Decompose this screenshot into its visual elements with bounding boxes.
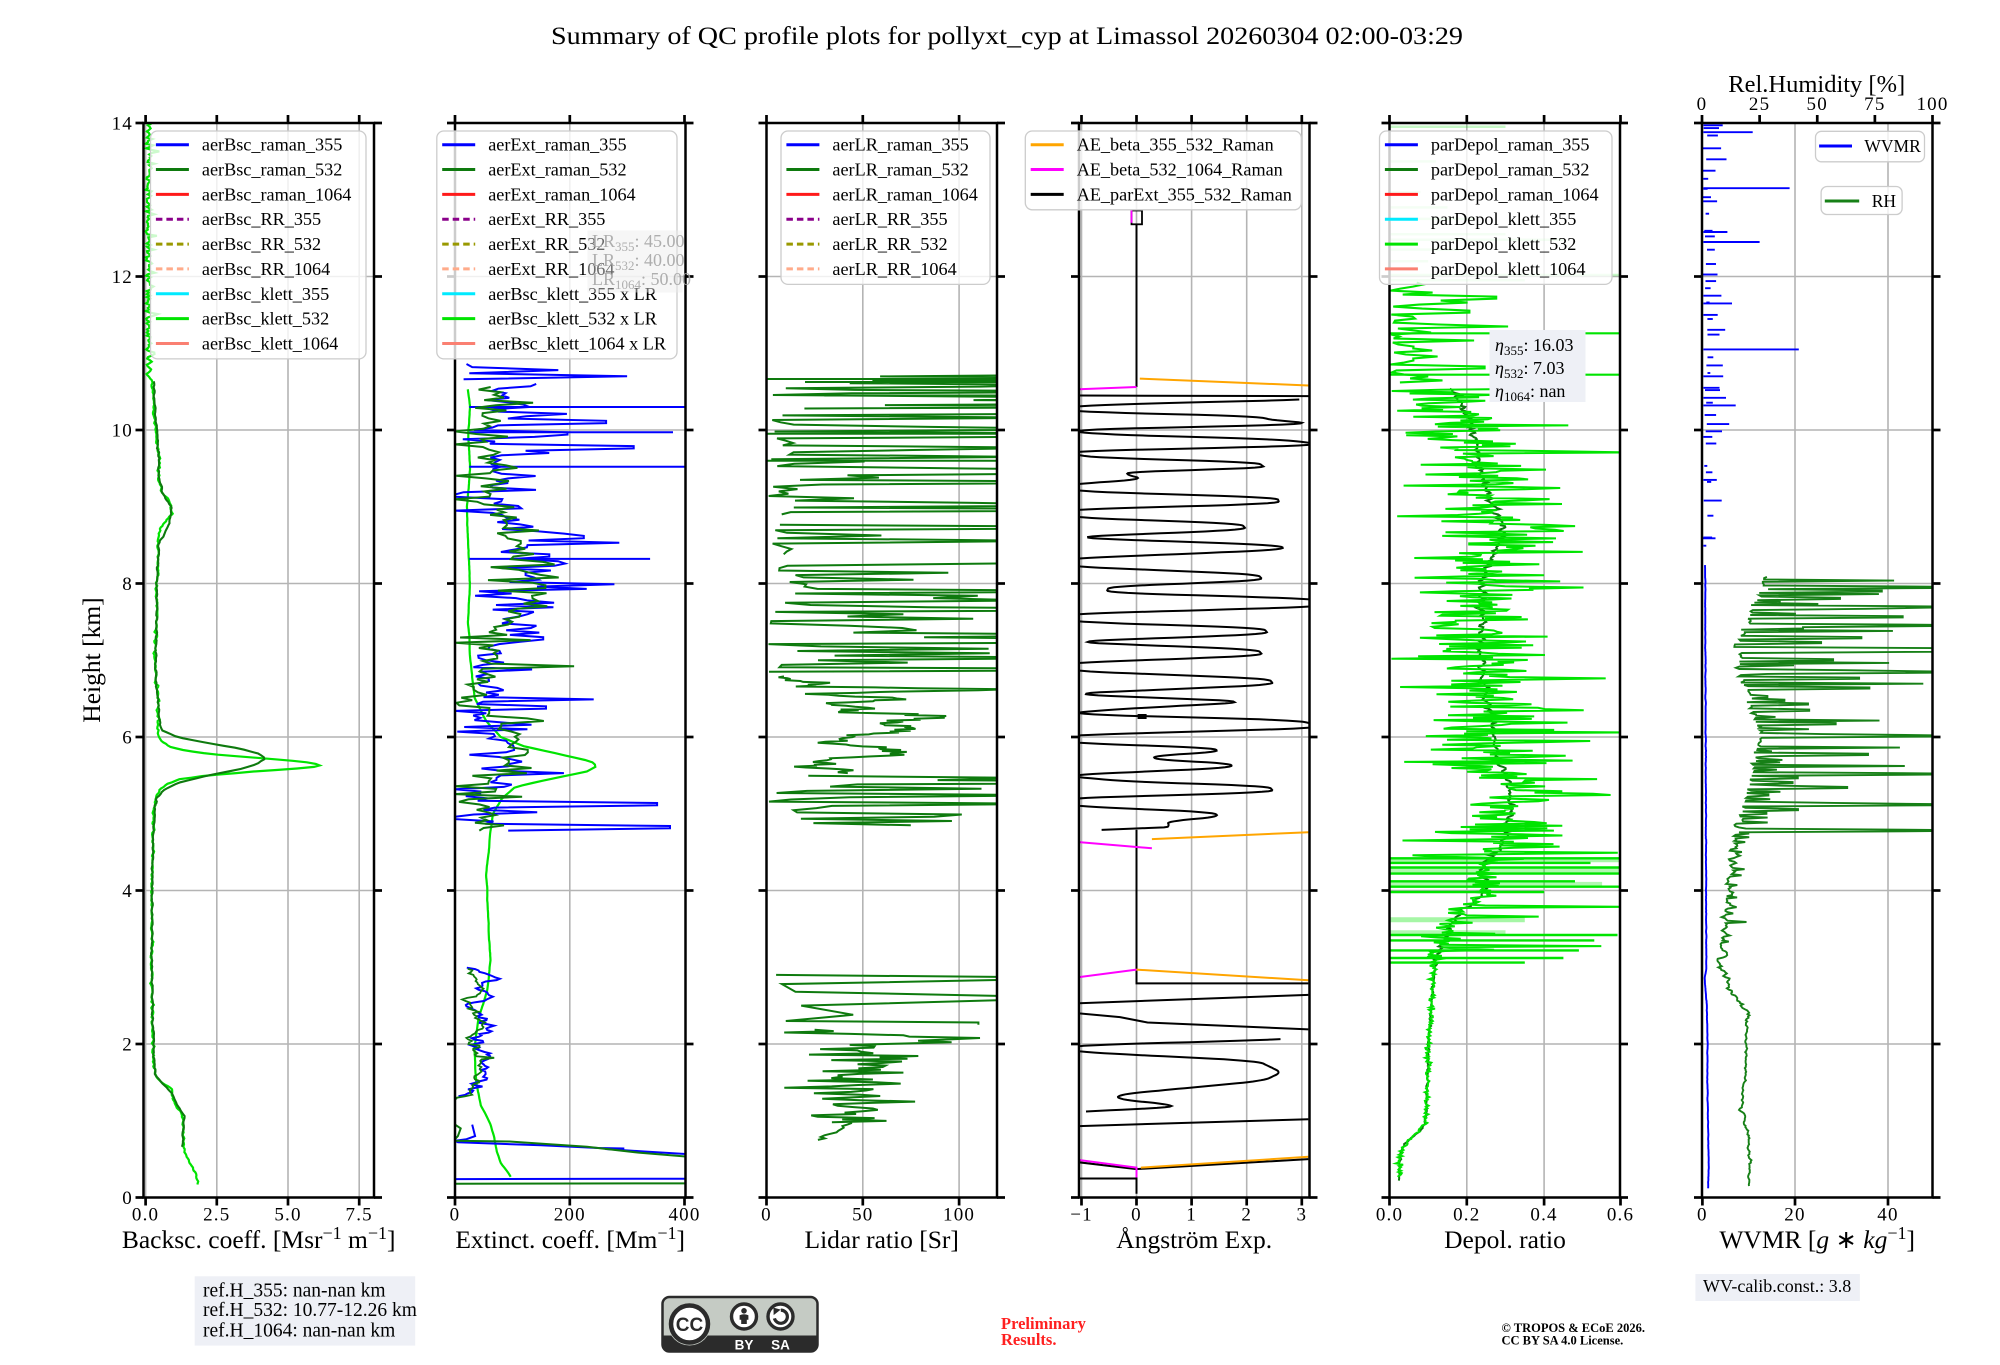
svg-text:0: 0 [1697,94,1708,115]
svg-text:14: 14 [112,113,133,134]
svg-text:© TROPOS & ECoE 2026.: © TROPOS & ECoE 2026. [1502,1321,1646,1335]
svg-text:100: 100 [943,1205,975,1226]
svg-text:ref.H_532: 10.77-12.26 km: ref.H_532: 10.77-12.26 km [203,1300,417,1321]
svg-text:aerLR_raman_1064: aerLR_raman_1064 [832,184,977,204]
svg-text:aerLR_RR_532: aerLR_RR_532 [832,234,947,254]
svg-text:η1064: nan: η1064: nan [1495,381,1565,404]
svg-text:BY: BY [735,1338,754,1353]
svg-text:0: 0 [122,1188,133,1209]
svg-text:0.0: 0.0 [1376,1205,1403,1226]
svg-text:parDepol_klett_355: parDepol_klett_355 [1431,209,1576,229]
svg-text:aerBsc_raman_532: aerBsc_raman_532 [202,160,342,180]
svg-text:Summary of QC profile plots fo: Summary of QC profile plots for pollyxt_… [551,23,1463,50]
svg-text:aerLR_RR_1064: aerLR_RR_1064 [832,259,956,279]
svg-text:0: 0 [761,1205,772,1226]
svg-text:2: 2 [1241,1205,1252,1226]
svg-text:aerExt_RR_355: aerExt_RR_355 [488,209,605,229]
svg-text:−1: −1 [1070,1205,1093,1226]
svg-text:0: 0 [1131,1205,1142,1226]
svg-text:WVMR: WVMR [1864,136,1921,156]
svg-text:aerBsc_RR_532: aerBsc_RR_532 [202,234,321,254]
svg-text:100: 100 [1916,94,1948,115]
svg-text:aerExt_raman_355: aerExt_raman_355 [488,135,626,155]
svg-text:20: 20 [1784,1205,1805,1226]
svg-text:4: 4 [122,881,133,902]
svg-text:2.5: 2.5 [203,1205,230,1226]
svg-text:parDepol_raman_1064: parDepol_raman_1064 [1431,184,1599,204]
svg-text:Rel.Humidity [%]: Rel.Humidity [%] [1728,71,1905,98]
svg-text:AE_beta_532_1064_Raman: AE_beta_532_1064_Raman [1077,160,1283,180]
svg-text:75: 75 [1864,94,1885,115]
svg-text:0.0: 0.0 [132,1205,159,1226]
svg-text:0: 0 [1697,1205,1708,1226]
svg-text:aerExt_raman_532: aerExt_raman_532 [488,160,626,180]
svg-text:0.4: 0.4 [1530,1205,1557,1226]
svg-text:aerBsc_klett_532: aerBsc_klett_532 [202,309,329,329]
svg-text:RH: RH [1872,191,1897,211]
svg-text:WV-calib.const.: 3.8: WV-calib.const.: 3.8 [1703,1276,1851,1296]
svg-text:12: 12 [112,267,133,288]
svg-text:Extinct. coeff. [Mm−1]: Extinct. coeff. [Mm−1] [455,1223,685,1254]
svg-text:ref.H_1064: nan-nan km: ref.H_1064: nan-nan km [203,1321,395,1342]
svg-text:parDepol_klett_532: parDepol_klett_532 [1431,234,1576,254]
svg-text:AE_parExt_355_532_Raman: AE_parExt_355_532_Raman [1077,184,1292,204]
svg-text:aerBsc_raman_355: aerBsc_raman_355 [202,135,342,155]
svg-text:aerBsc_klett_1064 x LR: aerBsc_klett_1064 x LR [488,334,667,354]
svg-text:7.5: 7.5 [346,1205,373,1226]
svg-text:aerBsc_RR_1064: aerBsc_RR_1064 [202,259,330,279]
svg-text:0.6: 0.6 [1607,1205,1634,1226]
svg-text:ref.H_355: nan-nan km: ref.H_355: nan-nan km [203,1280,386,1301]
svg-text:200: 200 [554,1205,586,1226]
svg-text:Preliminary: Preliminary [1001,1314,1087,1333]
svg-text:0.2: 0.2 [1453,1205,1480,1226]
svg-text:LR1064: 50.00: LR1064: 50.00 [592,269,691,292]
svg-text:aerBsc_raman_1064: aerBsc_raman_1064 [202,184,352,204]
svg-text:Results.: Results. [1001,1330,1056,1349]
svg-text:10: 10 [112,420,133,441]
svg-text:aerExt_RR_532: aerExt_RR_532 [488,234,605,254]
svg-text:aerLR_RR_355: aerLR_RR_355 [832,209,947,229]
svg-text:aerBsc_klett_355: aerBsc_klett_355 [202,284,329,304]
svg-text:8: 8 [122,574,133,595]
svg-text:CC BY SA 4.0 License.: CC BY SA 4.0 License. [1502,1334,1624,1348]
svg-text:1: 1 [1186,1205,1197,1226]
svg-text:CC: CC [676,1315,704,1336]
svg-text:AE_beta_355_532_Raman: AE_beta_355_532_Raman [1077,135,1274,155]
svg-text:aerExt_raman_1064: aerExt_raman_1064 [488,184,635,204]
svg-text:parDepol_raman_355: parDepol_raman_355 [1431,135,1590,155]
svg-text:Lidar ratio [Sr]: Lidar ratio [Sr] [805,1225,959,1254]
svg-text:0: 0 [450,1205,461,1226]
svg-text:Depol. ratio: Depol. ratio [1444,1225,1566,1254]
svg-text:aerBsc_RR_355: aerBsc_RR_355 [202,209,321,229]
svg-text:aerLR_raman_355: aerLR_raman_355 [832,135,968,155]
svg-text:aerBsc_klett_355 x LR: aerBsc_klett_355 x LR [488,284,658,304]
svg-text:40: 40 [1877,1205,1898,1226]
svg-text:50: 50 [852,1205,873,1226]
svg-text:aerBsc_klett_532 x LR: aerBsc_klett_532 x LR [488,309,658,329]
svg-text:parDepol_raman_532: parDepol_raman_532 [1431,160,1590,180]
svg-text:400: 400 [668,1205,700,1226]
svg-text:2: 2 [122,1034,133,1055]
svg-text:η355: 16.03: η355: 16.03 [1495,335,1573,358]
svg-text:SA: SA [771,1338,790,1353]
svg-text:50: 50 [1807,94,1828,115]
svg-text:Ångström Exp.: Ångström Exp. [1116,1225,1272,1254]
svg-text:Height [km]: Height [km] [77,597,106,722]
svg-text:aerLR_raman_532: aerLR_raman_532 [832,160,968,180]
svg-text:25: 25 [1749,94,1770,115]
svg-text:η532: 7.03: η532: 7.03 [1495,358,1564,381]
svg-text:6: 6 [122,727,133,748]
svg-text:5.0: 5.0 [274,1205,301,1226]
svg-text:parDepol_klett_1064: parDepol_klett_1064 [1431,259,1586,279]
svg-text:aerExt_RR_1064: aerExt_RR_1064 [488,259,614,279]
svg-text:3: 3 [1296,1205,1307,1226]
svg-text:WVMR [g ∗ kg−1]: WVMR [g ∗ kg−1] [1719,1223,1915,1254]
svg-text:Backsc. coeff. [Msr−1 m−1]: Backsc. coeff. [Msr−1 m−1] [122,1223,396,1254]
svg-text:aerBsc_klett_1064: aerBsc_klett_1064 [202,334,338,354]
